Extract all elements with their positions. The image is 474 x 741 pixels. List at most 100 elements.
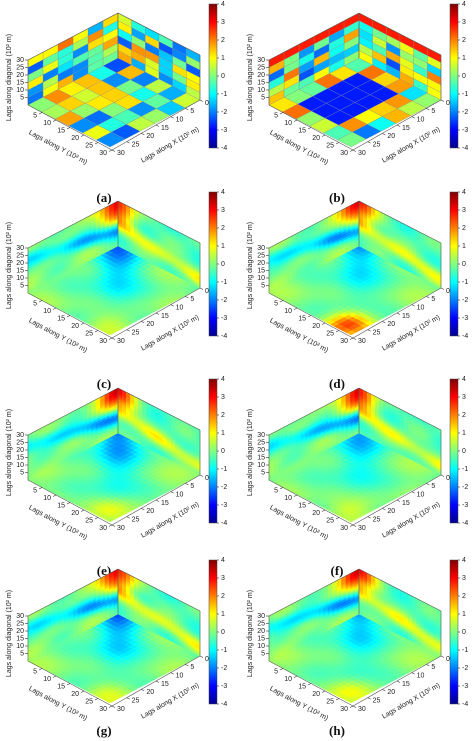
y-tick — [321, 134, 326, 137]
colorbar-tick-label: -1 — [221, 91, 227, 98]
y-tick-label: 5 — [33, 112, 37, 119]
z-tick-label: 15 — [16, 267, 24, 274]
z-tick-label: 15 — [16, 79, 24, 86]
colorbar-tick-label: 3 — [221, 394, 225, 401]
y-tick-label: 10 — [43, 308, 51, 315]
colorbar-tick-label: -4 — [221, 145, 227, 152]
colorbar — [208, 378, 218, 524]
x-tick-label: 30 — [117, 338, 125, 345]
x-tick — [396, 312, 401, 315]
x-tick — [170, 304, 174, 307]
colorbar-tick-label: 2 — [221, 225, 225, 232]
x-tick-label: 0 — [205, 100, 209, 107]
x-tick-label: 5 — [190, 296, 194, 303]
x-tick — [426, 296, 430, 299]
colorbar-tick-label: -3 — [462, 127, 468, 134]
y-tick-label: 30 — [99, 150, 107, 157]
y-tick — [52, 494, 57, 497]
y-tick-label: 10 — [43, 120, 51, 127]
z-tick-label: 5 — [20, 94, 24, 101]
z-tick-label: 20 — [257, 72, 265, 79]
y-tick-label: 15 — [57, 315, 65, 322]
z-tick-label: 25 — [16, 439, 24, 446]
z-tick-label: 15 — [16, 454, 24, 461]
z-axis-label: Lags along diagonal (10² m) — [6, 222, 13, 309]
panel-label: (c) — [97, 376, 111, 391]
x-tick-label: 10 — [417, 305, 425, 312]
colorbar-tick-label: -2 — [221, 297, 227, 304]
z-tick-label: 30 — [16, 57, 24, 64]
y-axis-label: Lags along Y (10² m) — [268, 129, 329, 166]
colorbar-tick-label: -2 — [221, 484, 227, 491]
x-axis-label: Lags along X (10² m) — [381, 314, 441, 352]
x-tick-label: 25 — [132, 330, 140, 337]
colorbar-tick-label: 3 — [462, 19, 466, 26]
colorbar-tick-label: -2 — [221, 109, 227, 116]
z-tick-label: 25 — [16, 64, 24, 71]
x-tick — [170, 116, 174, 119]
x-axis-label: Lags along X (10² m) — [381, 126, 441, 164]
x-tick-label: 30 — [358, 150, 366, 157]
x-tick-label: 20 — [146, 508, 154, 515]
x-tick-label: 10 — [176, 492, 184, 499]
z-tick-label: 10 — [16, 275, 24, 282]
z-tick-label: 10 — [257, 87, 265, 94]
x-axis-label: Lags along X (10² m) — [140, 126, 200, 164]
y-tick — [80, 134, 85, 137]
z-tick-label: 5 — [20, 282, 24, 289]
y-tick — [108, 149, 113, 152]
z-tick-label: 10 — [16, 462, 24, 469]
y-tick — [38, 300, 43, 303]
z-tick-label: 30 — [257, 57, 265, 64]
z-tick-label: 20 — [16, 447, 24, 454]
colorbar-tick-label: -1 — [221, 279, 227, 286]
z-axis-label: Lags along diagonal (10² m) — [6, 34, 13, 121]
axis-edge — [117, 12, 201, 56]
y-tick — [293, 307, 298, 310]
x-tick — [185, 108, 189, 111]
y-tick — [293, 119, 298, 122]
colorbar-tick-label: 3 — [221, 207, 225, 214]
y-tick-label: 10 — [284, 308, 292, 315]
z-tick-label: 25 — [16, 252, 24, 259]
x-axis-label: Lags along X (10² m) — [140, 501, 200, 539]
y-tick — [349, 149, 354, 152]
x-tick-label: 30 — [117, 525, 125, 532]
x-tick — [185, 296, 189, 299]
x-tick — [141, 321, 145, 324]
y-tick-label: 20 — [71, 323, 79, 330]
colorbar-tick-label: -4 — [462, 145, 468, 152]
x-tick — [382, 321, 386, 324]
panel-label: (b) — [329, 190, 345, 205]
x-tick — [126, 141, 130, 144]
x-tick-label: 5 — [431, 108, 435, 115]
x-tick — [155, 499, 160, 502]
y-tick-label: 10 — [284, 120, 292, 127]
x-tick — [382, 133, 386, 136]
x-tick-label: 20 — [146, 321, 154, 328]
colorbar-tick-label: 4 — [221, 376, 225, 383]
y-tick-label: 30 — [99, 525, 107, 532]
panel-label: (d) — [329, 376, 345, 391]
x-tick-label: 20 — [387, 133, 395, 140]
colorbar — [208, 191, 218, 337]
y-tick-label: 5 — [33, 300, 37, 307]
x-tick — [352, 149, 357, 152]
x-tick — [126, 329, 130, 332]
x-tick — [411, 116, 415, 119]
colorbar-tick-label: -1 — [221, 466, 227, 473]
y-tick — [66, 315, 71, 318]
x-tick — [111, 149, 116, 152]
z-tick-label: 30 — [16, 432, 24, 439]
x-tick — [141, 508, 145, 511]
y-axis-label: Lags along Y (10² m) — [27, 129, 88, 166]
x-tick-label: 0 — [446, 288, 450, 295]
z-tick-label: 10 — [16, 87, 24, 94]
y-tick-label: 25 — [326, 142, 334, 149]
axis-edge — [358, 12, 442, 56]
y-tick-label: 10 — [43, 495, 51, 502]
z-axis-label: Lags along diagonal (10² m) — [6, 409, 13, 496]
